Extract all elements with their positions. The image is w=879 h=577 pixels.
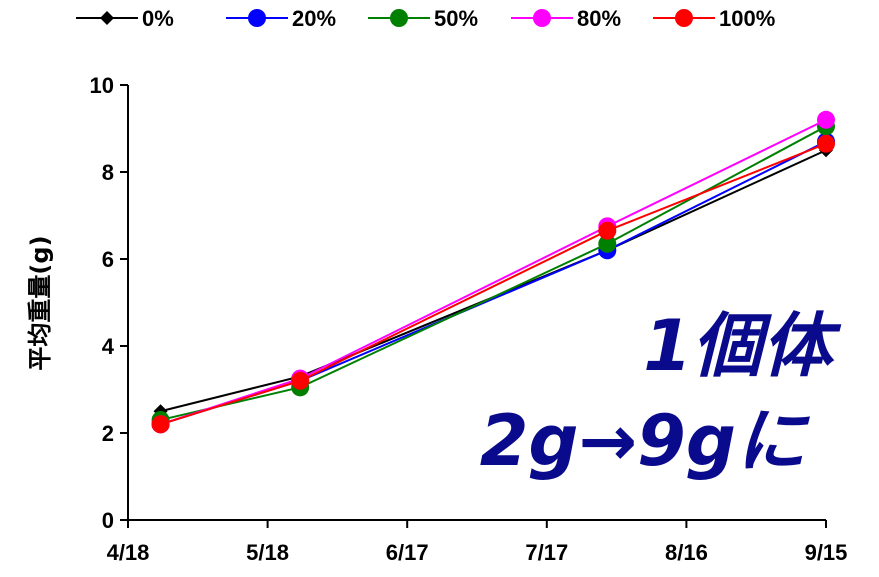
axes: 0 2 4 6 8 10 4/18 5/18 6/17 7/17 8/16 9/15 xyxy=(90,73,848,565)
series-line xyxy=(160,118,827,426)
legend-item: 100% xyxy=(653,6,775,31)
legend-item: 0% xyxy=(76,6,174,31)
y-tick-label: 6 xyxy=(102,247,114,272)
data-point xyxy=(817,134,835,153)
data-point xyxy=(598,221,617,240)
legend-marker xyxy=(533,9,551,27)
series-layer xyxy=(151,110,835,434)
x-tick-label: 4/18 xyxy=(107,540,150,565)
annotation-line-2: 2g→9gに xyxy=(480,400,810,482)
y-tick-label: 4 xyxy=(102,334,115,359)
x-tick-label: 6/17 xyxy=(386,540,429,565)
legend-label: 20% xyxy=(292,6,336,31)
series-line xyxy=(160,125,827,421)
legend-marker xyxy=(390,9,408,27)
y-tick-label: 10 xyxy=(90,73,114,98)
y-tick-label: 2 xyxy=(102,421,114,446)
legend-item: 50% xyxy=(368,6,478,31)
legend-item: 80% xyxy=(511,6,621,31)
legend-marker xyxy=(675,9,693,27)
legend-marker xyxy=(248,9,266,27)
legend-marker xyxy=(100,11,114,25)
legend-label: 80% xyxy=(577,6,621,31)
legend: 0% 20% 50% 80% 100% xyxy=(76,6,775,31)
x-tick-label: 5/18 xyxy=(246,540,289,565)
legend-label: 0% xyxy=(142,6,174,31)
series-line xyxy=(160,142,827,426)
y-tick-label: 8 xyxy=(102,160,114,185)
series-line xyxy=(160,149,827,413)
data-point xyxy=(817,110,835,129)
annotation-line-1: 1個体 xyxy=(643,305,842,387)
y-tick-label: 0 xyxy=(102,508,114,533)
y-axis-label: 平均重量(g) xyxy=(26,235,54,370)
legend-label: 100% xyxy=(719,6,775,31)
data-point xyxy=(291,371,310,390)
x-tick-label: 7/17 xyxy=(525,540,568,565)
legend-item: 20% xyxy=(226,6,336,31)
series-4 xyxy=(151,134,835,434)
legend-label: 50% xyxy=(434,6,478,31)
x-tick-label: 8/16 xyxy=(665,540,708,565)
data-point xyxy=(598,234,617,253)
data-point xyxy=(151,415,170,434)
x-tick-label: 9/15 xyxy=(805,540,848,565)
